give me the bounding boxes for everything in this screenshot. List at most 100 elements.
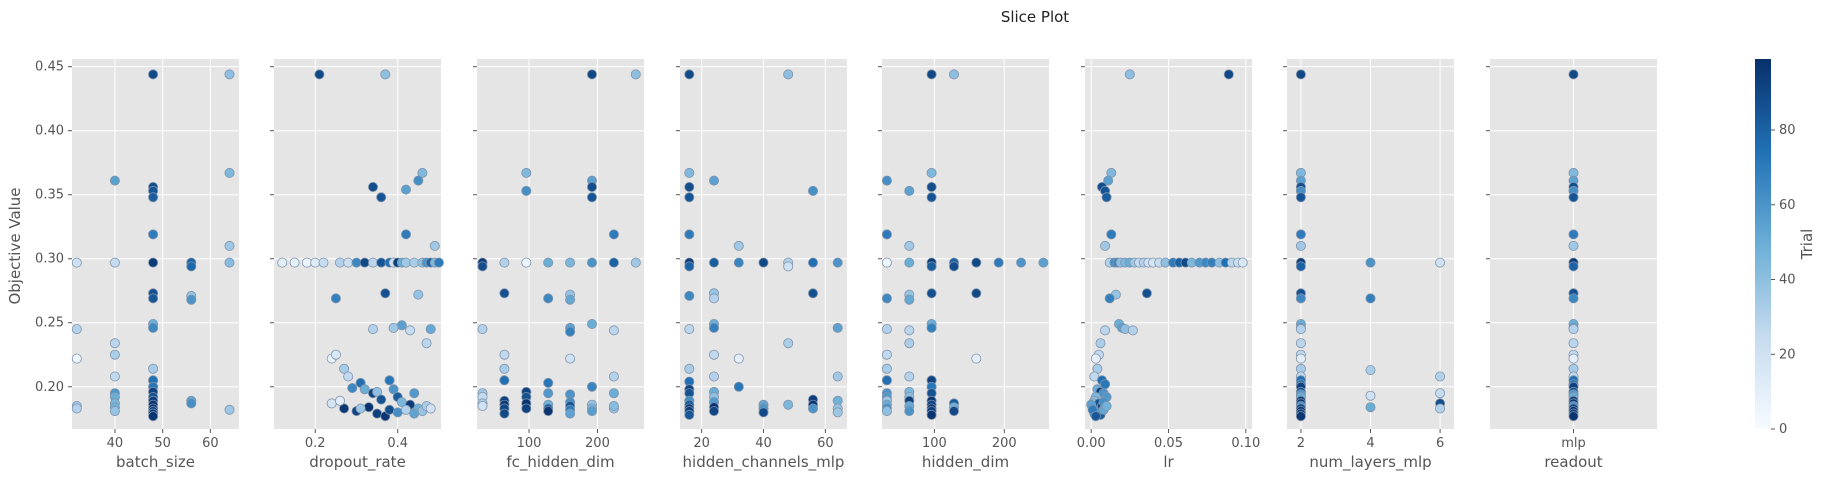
y-tick-label: 0.30 bbox=[35, 252, 64, 267]
data-point bbox=[400, 404, 411, 415]
data-point bbox=[949, 69, 960, 80]
colorbar-tick-label: 40 bbox=[1779, 273, 1796, 288]
data-point bbox=[413, 175, 424, 186]
data-point bbox=[186, 294, 197, 305]
data-point bbox=[565, 408, 576, 419]
data-point bbox=[392, 407, 403, 418]
panel-num-layers-mlp: 2 4 6 num_layers_mlp bbox=[1283, 59, 1454, 472]
y-tick-label: 0.20 bbox=[35, 380, 64, 395]
x-tick-label: 40 bbox=[107, 436, 124, 451]
data-point bbox=[71, 257, 82, 268]
x-tick-label: 20 bbox=[693, 436, 710, 451]
data-point bbox=[330, 293, 341, 304]
data-point bbox=[376, 257, 387, 268]
data-point bbox=[409, 388, 420, 399]
data-point bbox=[684, 409, 695, 420]
data-point bbox=[1435, 257, 1446, 268]
data-point bbox=[1568, 240, 1579, 251]
data-point bbox=[425, 324, 436, 335]
x-axis-label: hidden_dim bbox=[922, 453, 1009, 472]
data-point bbox=[1295, 293, 1306, 304]
data-point bbox=[109, 406, 120, 417]
data-point bbox=[783, 69, 794, 80]
data-point bbox=[477, 261, 488, 272]
data-point bbox=[367, 181, 378, 192]
data-point bbox=[608, 325, 619, 336]
data-point bbox=[521, 403, 532, 414]
data-point bbox=[1101, 192, 1112, 203]
data-point bbox=[881, 293, 892, 304]
data-point bbox=[1127, 325, 1138, 336]
colorbar-tick-label: 80 bbox=[1779, 123, 1796, 138]
data-point bbox=[355, 403, 366, 414]
data-point bbox=[433, 257, 444, 268]
data-point bbox=[904, 371, 915, 382]
data-point bbox=[1365, 402, 1376, 413]
data-point bbox=[148, 293, 159, 304]
data-point bbox=[343, 371, 354, 382]
data-point bbox=[587, 406, 598, 417]
data-point bbox=[971, 353, 982, 364]
data-point bbox=[148, 257, 159, 268]
data-point bbox=[904, 338, 915, 349]
data-point bbox=[630, 257, 641, 268]
data-point bbox=[71, 324, 82, 335]
data-point bbox=[400, 184, 411, 195]
data-point bbox=[881, 406, 892, 417]
panel-readout: mlp readout bbox=[1486, 59, 1657, 471]
panel-background bbox=[72, 59, 239, 429]
data-point bbox=[543, 388, 554, 399]
data-point bbox=[881, 175, 892, 186]
data-point bbox=[684, 229, 695, 240]
data-point bbox=[477, 324, 488, 335]
data-point bbox=[405, 325, 416, 336]
data-point bbox=[289, 257, 300, 268]
data-point bbox=[339, 363, 350, 374]
data-point bbox=[733, 353, 744, 364]
data-point bbox=[565, 257, 576, 268]
data-point bbox=[783, 261, 794, 272]
data-point bbox=[684, 363, 695, 374]
x-tick-label: 0.2 bbox=[305, 436, 326, 451]
data-point bbox=[1568, 411, 1579, 422]
data-point bbox=[396, 320, 407, 331]
data-point bbox=[1568, 353, 1579, 364]
data-point bbox=[1095, 338, 1106, 349]
panel-background bbox=[477, 59, 644, 429]
data-point bbox=[904, 325, 915, 336]
data-point bbox=[1568, 293, 1579, 304]
data-point bbox=[709, 257, 720, 268]
data-point bbox=[1090, 353, 1101, 364]
data-point bbox=[1090, 411, 1101, 422]
data-point bbox=[543, 377, 554, 388]
data-point bbox=[1568, 324, 1579, 335]
data-point bbox=[109, 349, 120, 360]
data-point bbox=[499, 363, 510, 374]
x-tick-label: 0.00 bbox=[1077, 436, 1106, 451]
x-axis-label: lr bbox=[1163, 453, 1174, 471]
x-axis-label: fc_hidden_dim bbox=[506, 453, 614, 472]
data-point bbox=[376, 192, 387, 203]
x-tick-label: 2 bbox=[1297, 436, 1305, 451]
data-point bbox=[310, 257, 321, 268]
data-point bbox=[148, 363, 159, 374]
data-point bbox=[904, 257, 915, 268]
data-point bbox=[904, 240, 915, 251]
data-point bbox=[587, 69, 598, 80]
data-point bbox=[1295, 192, 1306, 203]
data-point bbox=[808, 257, 819, 268]
panel-dropout-rate: 0.2 0.4 dropout_rate bbox=[270, 59, 444, 472]
x-tick-label: 0.05 bbox=[1154, 436, 1183, 451]
data-point bbox=[359, 384, 370, 395]
data-point bbox=[499, 288, 510, 299]
colorbar: Trial 0 20 40 60 80 bbox=[1755, 59, 1816, 437]
data-point bbox=[608, 257, 619, 268]
data-point bbox=[926, 192, 937, 203]
data-point bbox=[1295, 261, 1306, 272]
panel-hidden-dim: 100 200 hidden_dim bbox=[878, 59, 1049, 472]
data-point bbox=[684, 290, 695, 301]
data-point bbox=[881, 324, 892, 335]
data-point bbox=[783, 399, 794, 410]
data-point bbox=[521, 167, 532, 178]
data-point bbox=[425, 403, 436, 414]
